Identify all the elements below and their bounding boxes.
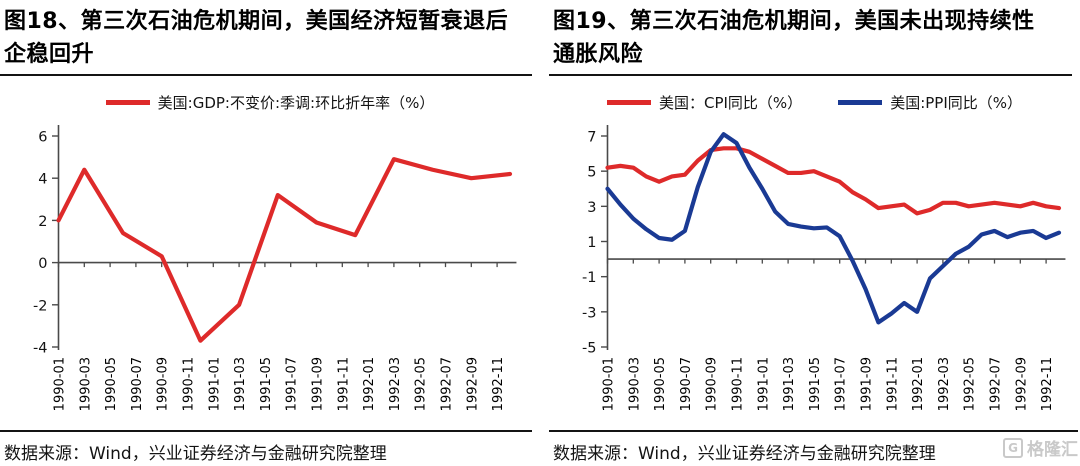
x-tick-label: 1992-01	[911, 357, 926, 411]
x-tick-label: 1990-11	[731, 357, 746, 411]
gdp-line	[56, 157, 513, 343]
x-tick-label: 1991-07	[834, 357, 849, 411]
x-tick-label: 1992-11	[1040, 357, 1055, 411]
y-tick-label: -4	[33, 341, 47, 357]
ppi-line	[605, 132, 1062, 325]
x-tick-label: 1991-07	[285, 357, 300, 411]
x-tick-label: 1991-11	[885, 357, 900, 411]
x-tick-label: 1992-07	[440, 357, 455, 411]
figure-panel-19: 图19、第三次石油危机期间，美国未出现持续性通胀风险 美国：CPI同比（%） 美国…	[540, 0, 1080, 466]
x-tick-label: 1990-11	[182, 357, 197, 411]
x-tick-label: 1990-03	[627, 357, 642, 411]
x-tick-label: 1990-03	[78, 357, 93, 411]
title-divider	[549, 74, 1072, 76]
y-tick-label: 0	[38, 256, 47, 272]
legend-line-swatch	[838, 99, 883, 105]
x-tick-label: 1991-05	[259, 357, 274, 411]
chart-legend: 美国:GDP:不变价:季调:环比折年率（%）	[0, 89, 540, 115]
x-tick-label: 1992-05	[414, 357, 429, 411]
cpi-line	[605, 146, 1062, 216]
source-row: 数据来源：Wind，兴业证券经济与金融研究院整理 G 格隆汇	[549, 430, 1078, 464]
cpi-ppi-line-chart: -5 -3 -1 1 3 5 7 1990-01 1990-03 1990-05 1990-07 19…	[582, 125, 1066, 411]
legend-line-swatch	[105, 99, 150, 105]
x-tick-label: 1991-01	[207, 357, 222, 411]
legend-line-swatch	[606, 99, 651, 105]
legend-label: 美国:PPI同比（%）	[890, 93, 1023, 112]
legend-label: 美国:GDP:不变价:季调:环比折年率（%）	[157, 93, 435, 112]
x-tick-label: 1990-05	[653, 357, 668, 411]
x-tick-label: 1991-05	[808, 357, 823, 411]
x-tick-label: 1990-09	[156, 357, 171, 411]
y-tick-label: 6	[38, 130, 47, 146]
gelonghui-watermark: G 格隆汇	[999, 435, 1078, 460]
x-tick-label: 1991-09	[860, 357, 875, 411]
x-tick-label: 1991-09	[311, 357, 326, 411]
y-tick-label: -2	[33, 298, 47, 314]
legend-item-cpi-line: 美国：CPI同比（%）	[606, 92, 803, 113]
y-tick-label: 3	[587, 200, 596, 216]
x-tick-label: 1990-01	[602, 357, 617, 411]
x-tick-label: 1992-03	[937, 357, 952, 411]
x-tick-label: 1992-11	[491, 357, 506, 411]
figure-title: 图19、第三次石油危机期间，美国未出现持续性通胀风险	[553, 9, 1035, 67]
title-divider	[0, 74, 532, 76]
y-tick-label: 1	[587, 235, 596, 251]
gelonghui-watermark-text: 格隆汇	[1027, 440, 1078, 460]
x-tick-label: 1992-05	[963, 357, 978, 411]
gdp-line-chart: -4 -2 0 2 4 6 1990-01 1990-03 1990-05 1990-07 1990…	[33, 125, 517, 411]
x-tick-label: 1990-05	[104, 357, 119, 411]
source-text: 数据来源：Wind，兴业证券经济与金融研究院整理	[553, 444, 936, 464]
y-tick-label: 2	[38, 214, 47, 230]
x-tick-label: 1990-01	[53, 357, 68, 411]
source-row: 数据来源：Wind，兴业证券经济与金融研究院整理	[0, 430, 532, 464]
y-tick-label: 5	[587, 165, 596, 181]
source-text: 数据来源：Wind，兴业证券经济与金融研究院整理	[4, 444, 387, 464]
x-tick-label: 1992-07	[989, 357, 1004, 411]
y-tick-label: -3	[582, 305, 596, 321]
gelonghui-logo-icon: G	[1003, 437, 1023, 458]
x-tick-label: 1991-11	[336, 357, 351, 411]
x-tick-label: 1992-09	[465, 357, 480, 411]
legend-item-gdp-line: 美国:GDP:不变价:季调:环比折年率（%）	[105, 92, 435, 113]
x-tick-label: 1992-09	[1014, 357, 1029, 411]
x-tick-label: 1990-09	[705, 357, 720, 411]
x-tick-label: 1990-07	[679, 357, 694, 411]
figure-panel-18: 图18、第三次石油危机期间，美国经济短暂衰退后企稳回升 美国:GDP:不变价:季…	[0, 9, 540, 464]
x-tick-label: 1991-03	[233, 357, 248, 411]
figure-title: 图18、第三次石油危机期间，美国经济短暂衰退后企稳回升	[4, 9, 509, 67]
chart-legend: 美国：CPI同比（%） 美国:PPI同比（%）	[549, 89, 1080, 115]
x-tick-label: 1991-01	[756, 357, 771, 411]
x-tick-label: 1990-07	[130, 357, 145, 411]
y-tick-label: 7	[587, 130, 596, 146]
y-tick-label: -1	[582, 270, 596, 286]
x-tick-label: 1992-01	[362, 357, 377, 411]
legend-item-ppi-line: 美国:PPI同比（%）	[838, 92, 1022, 113]
x-tick-label: 1992-03	[388, 357, 403, 411]
y-tick-label: 4	[38, 172, 47, 188]
x-tick-label: 1991-03	[782, 357, 797, 411]
y-tick-label: -5	[582, 341, 596, 357]
legend-label: 美国：CPI同比（%）	[658, 93, 803, 112]
